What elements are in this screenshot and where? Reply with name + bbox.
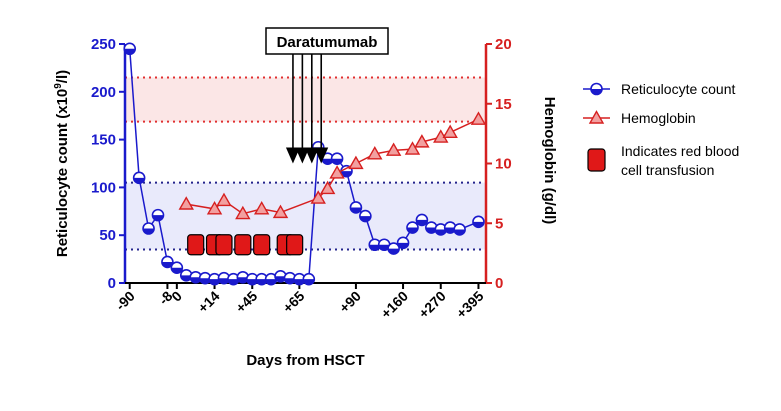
reticulocyte-point-fill: [341, 171, 353, 177]
reticulocyte-point-fill: [369, 244, 381, 251]
hemoglobin-point: [404, 141, 421, 155]
reticulocyte-point-fill: [284, 278, 296, 284]
y-axis-right-label: Hemoglobin (g/dl): [541, 97, 558, 224]
reticulocyte-point-fill: [209, 279, 221, 285]
reticulocyte-point-fill: [246, 279, 258, 285]
reticulocyte-point-fill: [171, 267, 183, 274]
hemoglobin-point: [310, 190, 326, 204]
reticulocyte-point-fill: [472, 221, 484, 228]
right-tick-label: 5: [495, 215, 503, 232]
right-tick-label: 10: [495, 156, 512, 173]
legend-hemoglobin-marker: [588, 110, 605, 124]
hemoglobin-point: [216, 192, 232, 207]
hemoglobin-point: [319, 180, 336, 195]
hemoglobin-point: [414, 134, 430, 148]
hemoglobin-point: [253, 200, 270, 215]
legend-transfusion-marker: [587, 148, 606, 172]
reticulocyte-point-fill: [199, 278, 211, 284]
reticulocyte-point-fill: [275, 276, 287, 282]
reticulocyte-point-fill: [406, 227, 418, 234]
y-axis-left-label: Reticulocyte count (x109/l): [53, 70, 71, 257]
reticulocyte-point-fill: [454, 229, 466, 235]
hemoglobin-point: [348, 155, 364, 170]
daratumumab-arrow-head: [295, 147, 310, 164]
left-tick-label: 150: [91, 132, 116, 149]
reticulocyte-point-fill: [133, 177, 145, 184]
reticulocyte-point-fill: [303, 279, 315, 285]
right-tick-label: 20: [495, 36, 512, 53]
reticulocyte-point-fill: [180, 275, 192, 281]
reticulocyte-point-fill: [425, 227, 437, 234]
legend-transfusion-label-line1: Indicates red blood: [621, 143, 739, 159]
x-tick-label: +90: [336, 288, 364, 316]
daratumumab-arrow-head: [314, 147, 329, 164]
hemoglobin-point: [272, 204, 289, 219]
left-tick-label: 250: [91, 36, 116, 53]
x-tick-label: +65: [279, 288, 307, 316]
hemoglobin-point: [385, 142, 402, 156]
hemoglobin-point: [442, 124, 458, 139]
x-tick-label: +270: [415, 288, 449, 322]
reticulocyte-point-fill: [416, 219, 428, 226]
reticulocyte-point-fill: [378, 244, 390, 251]
reference-band-right: [125, 77, 486, 122]
reticulocyte-point-fill: [152, 215, 164, 221]
x-tick-label: +160: [378, 288, 412, 322]
reticulocyte-point-fill: [143, 228, 155, 235]
transfusion-marker: [286, 234, 304, 256]
x-axis-label: Days from HSCT: [246, 352, 364, 369]
reticulocyte-point-fill: [293, 279, 305, 285]
left-tick-label: 50: [99, 227, 116, 244]
reticulocyte-point-fill: [265, 279, 277, 285]
legend-hemoglobin-label: Hemoglobin: [621, 110, 696, 126]
left-tick-label: 100: [91, 179, 116, 196]
reticulocyte-point-fill: [331, 158, 343, 165]
x-tick-label: +395: [453, 288, 487, 322]
reticulocyte-point-fill: [227, 279, 239, 285]
reticulocyte-point-fill: [350, 207, 362, 213]
transfusion-marker: [253, 234, 271, 256]
reticulocyte-point-fill: [124, 48, 136, 55]
right-tick-label: 0: [495, 275, 503, 292]
reticulocyte-point-fill: [256, 279, 268, 285]
hemoglobin-point: [235, 205, 251, 220]
transfusion-marker: [215, 234, 233, 256]
hemoglobin-point: [470, 111, 487, 125]
reticulocyte-point-fill: [237, 277, 249, 283]
reticulocyte-point-fill: [397, 242, 409, 249]
daratumumab-arrow-head: [285, 147, 300, 164]
transfusion-marker: [187, 234, 205, 256]
hemoglobin-point: [206, 200, 223, 215]
daratumumab-arrow-head: [304, 147, 319, 164]
x-tick-label: +45: [232, 288, 260, 316]
daratumumab-label: Daratumumab: [277, 34, 378, 51]
transfusion-marker: [234, 234, 252, 256]
x-tick-label: +14: [195, 288, 223, 316]
reticulocyte-point-fill: [444, 227, 456, 234]
x-tick-label: -90: [112, 288, 138, 314]
reticulocyte-point-fill: [322, 158, 334, 165]
right-tick-label: 15: [495, 96, 512, 113]
hemoglobin-point: [178, 196, 194, 210]
reticulocyte-point-fill: [218, 278, 230, 284]
legend-transfusion-label-line2: cell transfusion: [621, 162, 714, 178]
reticulocyte-point-fill: [161, 261, 173, 268]
reticulocyte-point-fill: [359, 216, 371, 222]
left-tick-label: 200: [91, 84, 116, 101]
hemoglobin-point: [367, 146, 383, 160]
reticulocyte-point-fill: [435, 229, 447, 235]
reference-band-left: [125, 182, 486, 250]
left-tick-label: 0: [108, 275, 116, 292]
reticulocyte-point-fill: [388, 248, 400, 255]
reticulocyte-point-fill: [190, 277, 202, 283]
hemoglobin-point: [329, 165, 345, 179]
legend-reticulocyte-label: Reticulocyte count: [621, 81, 736, 97]
legend-reticulocyte-marker-fill: [591, 89, 602, 95]
daratumumab-box: [265, 27, 389, 55]
